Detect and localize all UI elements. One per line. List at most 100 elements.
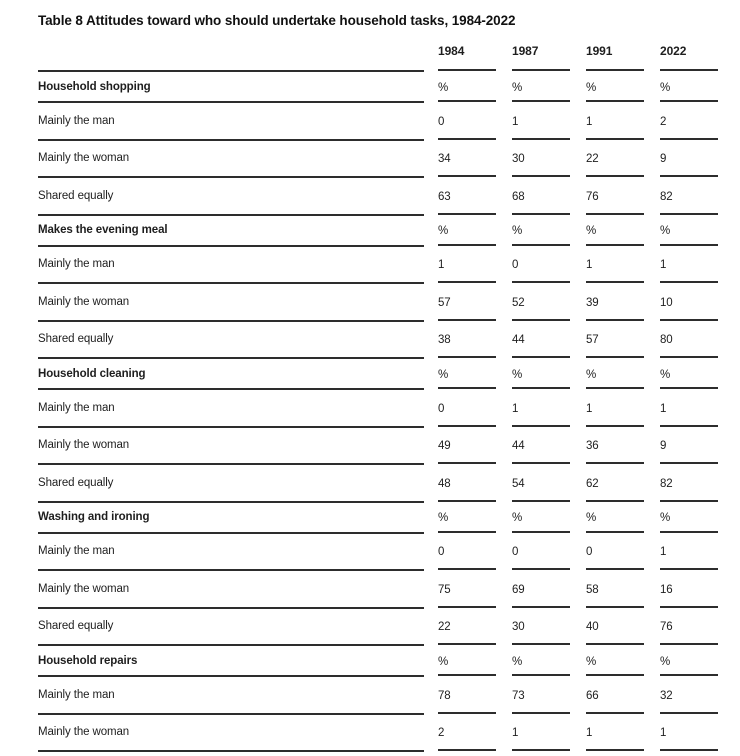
value-cell: 58 (586, 571, 660, 609)
row-label: Mainly the man (38, 247, 424, 284)
value-cell: 76 (660, 609, 718, 647)
value-cell: 40 (586, 609, 660, 647)
column-header-1987: 1987 (512, 44, 586, 72)
row-label: Mainly the man (38, 534, 424, 571)
value-cell: 68 (512, 178, 586, 216)
value-cell: 1 (586, 715, 660, 753)
value-cell: 1 (660, 247, 718, 285)
value-cell: 78 (438, 677, 512, 715)
value-cell: 32 (660, 677, 718, 715)
table-row: Mainly the woman 34 30 22 9 (38, 141, 718, 179)
table-row: Shared equally 38 44 57 80 (38, 322, 718, 360)
unit-cell: % (660, 216, 718, 247)
section-header-row: Household cleaning%%%% (38, 359, 718, 390)
row-label: Mainly the man (38, 103, 424, 141)
section-heading: Makes the evening meal (38, 216, 424, 247)
row-label: Mainly the woman (38, 715, 424, 752)
value-cell: 36 (586, 428, 660, 466)
unit-cell: % (660, 359, 718, 390)
row-label: Shared equally (38, 178, 424, 216)
table-row: Mainly the man 78 73 66 32 (38, 677, 718, 715)
row-label: Mainly the woman (38, 428, 424, 465)
value-cell: 22 (438, 609, 512, 647)
value-cell: 63 (438, 178, 512, 216)
unit-cell: % (586, 216, 660, 247)
unit-cell: % (586, 72, 660, 103)
unit-cell: % (660, 72, 718, 103)
unit-cell: % (438, 72, 512, 103)
unit-cell: % (586, 646, 660, 677)
section-heading: Household cleaning (38, 359, 424, 390)
value-cell: 49 (438, 428, 512, 466)
value-cell: 0 (586, 534, 660, 572)
value-cell: 0 (512, 534, 586, 572)
unit-cell: % (660, 646, 718, 677)
value-cell: 66 (586, 677, 660, 715)
table-row: Mainly the man 0 0 0 1 (38, 534, 718, 572)
row-label: Shared equally (38, 465, 424, 503)
value-cell: 1 (512, 103, 586, 141)
section-heading: Household shopping (38, 72, 424, 103)
column-header-2022: 2022 (660, 44, 718, 72)
value-cell: 0 (512, 247, 586, 285)
value-cell: 30 (512, 141, 586, 179)
unit-cell: % (586, 503, 660, 534)
value-cell: 82 (660, 178, 718, 216)
value-cell: 1 (438, 247, 512, 285)
section-header-row: Household shopping%%%% (38, 72, 718, 103)
value-cell: 0 (438, 390, 512, 428)
row-label: Shared equally (38, 322, 424, 359)
unit-cell: % (660, 503, 718, 534)
unit-cell: % (512, 503, 586, 534)
value-cell: 1 (660, 715, 718, 753)
value-cell: 2 (438, 715, 512, 753)
unit-cell: % (438, 216, 512, 247)
value-cell: 69 (512, 571, 586, 609)
value-cell: 22 (586, 141, 660, 179)
value-cell: 30 (512, 609, 586, 647)
table-row: Mainly the woman 75 69 58 16 (38, 571, 718, 609)
value-cell: 44 (512, 428, 586, 466)
unit-cell: % (586, 359, 660, 390)
value-cell: 10 (660, 284, 718, 322)
section-header-row: Washing and ironing%%%% (38, 503, 718, 534)
value-cell: 1 (512, 715, 586, 753)
value-cell: 48 (438, 465, 512, 503)
table-row: Mainly the man 0 1 1 2 (38, 103, 718, 141)
table-row: Shared equally 22 30 40 76 (38, 609, 718, 647)
table-row: Mainly the man 0 1 1 1 (38, 390, 718, 428)
value-cell: 39 (586, 284, 660, 322)
table-row: Mainly the man 1 0 1 1 (38, 247, 718, 285)
value-cell: 52 (512, 284, 586, 322)
value-cell: 1 (660, 390, 718, 428)
unit-cell: % (512, 216, 586, 247)
value-cell: 80 (660, 322, 718, 360)
value-cell: 82 (660, 465, 718, 503)
value-cell: 57 (586, 322, 660, 360)
table-row: Mainly the woman 49 44 36 9 (38, 428, 718, 466)
value-cell: 38 (438, 322, 512, 360)
value-cell: 34 (438, 141, 512, 179)
column-header-1991: 1991 (586, 44, 660, 72)
value-cell: 2 (660, 103, 718, 141)
value-cell: 16 (660, 571, 718, 609)
row-label: Mainly the man (38, 677, 424, 715)
value-cell: 1 (586, 390, 660, 428)
section-header-row: Makes the evening meal%%%% (38, 216, 718, 247)
unit-cell: % (512, 72, 586, 103)
value-cell: 9 (660, 428, 718, 466)
row-label: Mainly the man (38, 390, 424, 428)
section-header-row: Household repairs%%%% (38, 646, 718, 677)
table-row: Mainly the woman 2 1 1 1 (38, 715, 718, 753)
column-header-1984: 1984 (438, 44, 512, 72)
table-body: Household shopping%%%% Mainly the man 0 1 1 2… (38, 72, 718, 752)
table-title: Table 8 Attitudes toward who should unde… (38, 13, 516, 28)
unit-cell: % (438, 359, 512, 390)
section-heading: Household repairs (38, 646, 424, 677)
unit-cell: % (512, 646, 586, 677)
row-label: Mainly the woman (38, 284, 424, 322)
value-cell: 44 (512, 322, 586, 360)
value-cell: 73 (512, 677, 586, 715)
table-row: Shared equally 63 68 76 82 (38, 178, 718, 216)
